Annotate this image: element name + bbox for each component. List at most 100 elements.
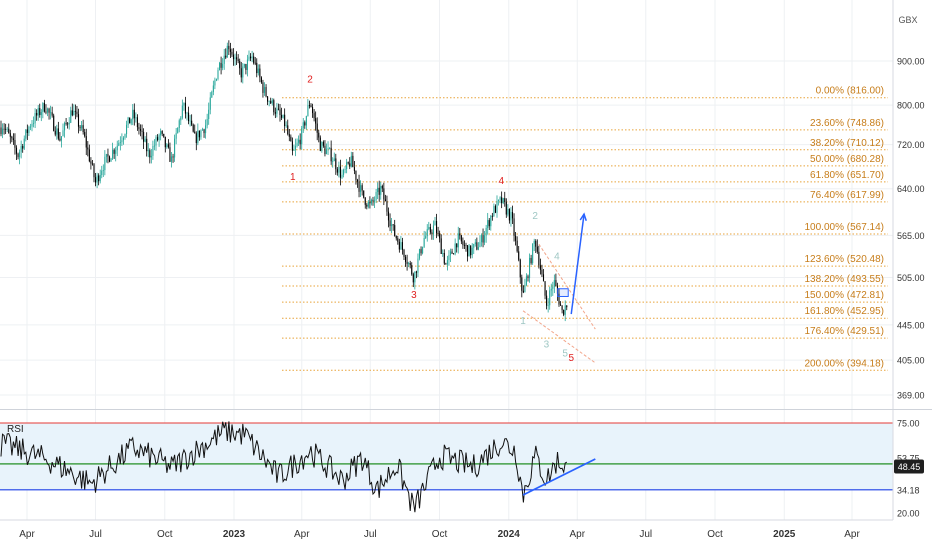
candle-body [406, 261, 408, 264]
candle-body [521, 277, 523, 291]
candle-body [352, 155, 354, 168]
candle-body [273, 100, 275, 113]
candle-body [347, 162, 349, 164]
candle-body [532, 243, 534, 264]
candle-body [470, 245, 472, 256]
candle-body [505, 202, 507, 215]
wave-label: 1 [520, 316, 526, 327]
candle-body [169, 147, 171, 162]
candle-body [496, 200, 498, 213]
candle-body [436, 221, 438, 234]
candle-body [378, 187, 380, 195]
candle-body [474, 242, 476, 245]
candle-body [422, 246, 424, 254]
candle-body [429, 227, 431, 233]
candle-body [414, 271, 416, 283]
candle-body [440, 238, 442, 254]
candle-body [31, 123, 33, 127]
candle-body [428, 227, 430, 230]
candle-body [19, 151, 21, 158]
candle-body [356, 179, 359, 182]
candle-body [17, 153, 19, 158]
candle-body [153, 145, 155, 147]
fib-level-label: 76.40% (617.99) [810, 190, 884, 201]
candle-body [39, 108, 41, 116]
candle-body [468, 245, 470, 257]
candle-body [324, 145, 326, 155]
candle-body [208, 109, 210, 120]
candle-body [215, 78, 217, 81]
time-tick-label: Apr [844, 529, 860, 540]
price-tick-label: 800.00 [897, 101, 925, 111]
fib-level-label: 123.60% (520.48) [804, 254, 884, 265]
candle-body [260, 77, 262, 83]
candle-body [560, 304, 562, 306]
candle-body [325, 149, 328, 155]
fib-level-label: 200.00% (394.18) [804, 358, 884, 369]
wave-label: 3 [544, 339, 550, 350]
target-box [557, 288, 569, 297]
candle-body [308, 105, 310, 107]
candle-body [14, 140, 16, 148]
candle-body [194, 131, 196, 134]
candle-body [332, 161, 334, 162]
candle-body [277, 108, 279, 110]
candle-body [84, 132, 86, 137]
candle-body [375, 192, 377, 201]
candle-body [287, 125, 289, 135]
candle-body [217, 70, 219, 79]
candle-body [363, 190, 365, 198]
candle-body [321, 142, 323, 151]
fib-level-label: 0.00% (816.00) [816, 86, 884, 97]
candle-body [206, 119, 208, 126]
candle-body [305, 116, 307, 126]
candle-body [1, 128, 4, 135]
candle-body [126, 124, 128, 135]
wave-label: 1 [290, 172, 296, 183]
candle-body [423, 238, 425, 247]
candle-body [405, 256, 407, 262]
candle-body [397, 238, 399, 242]
candle-body [226, 45, 228, 58]
candle-body [167, 144, 169, 148]
candle-body [76, 111, 78, 115]
candle-body [85, 136, 87, 148]
candle-body [417, 258, 419, 273]
candle-body [487, 220, 489, 229]
candle-body [160, 131, 162, 136]
candle-body [214, 80, 216, 86]
candle-body [281, 114, 283, 118]
candle-body [276, 108, 278, 114]
candle-body [360, 185, 362, 192]
candlestick-series [0, 40, 568, 322]
candle-body [34, 113, 36, 124]
candle-body [183, 102, 185, 106]
candle-body [62, 130, 64, 137]
candle-body [163, 133, 165, 137]
rsi-current-value: 48.45 [898, 462, 921, 472]
price-tick-label: 369.00 [897, 391, 925, 401]
candle-body [507, 208, 509, 215]
candle-body [316, 123, 318, 133]
grid [0, 0, 893, 520]
candle-body [147, 150, 149, 152]
candle-body [403, 249, 405, 257]
candle-body [434, 221, 436, 226]
fib-level-label: 23.60% (748.86) [810, 118, 884, 129]
candle-body [132, 109, 134, 120]
candle-body [250, 56, 252, 59]
candle-body [432, 225, 434, 234]
candle-body [524, 284, 526, 293]
wave-label: 5 [568, 353, 574, 364]
candle-body [200, 130, 202, 138]
candle-body [310, 105, 312, 108]
rsi-tick-label: 34.18 [897, 485, 920, 495]
candle-body [358, 181, 360, 192]
candle-body [384, 199, 386, 202]
candle-body [219, 62, 221, 71]
candle-body [186, 112, 188, 114]
fib-level-label: 161.80% (452.95) [804, 306, 884, 317]
candle-body [43, 102, 45, 112]
candle-body [164, 136, 166, 148]
